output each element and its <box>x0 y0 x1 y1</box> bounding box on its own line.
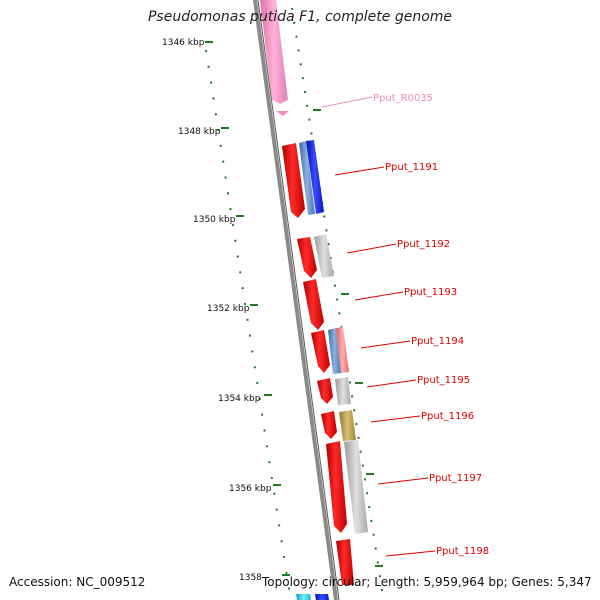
scale-ticks <box>205 41 383 576</box>
gene-labels: Pput_R0035 Pput_1191 Pput_1192 Pput_1193… <box>373 93 489 557</box>
accession-text: Accession: NC_009512 <box>9 575 146 589</box>
map-title: Pseudomonas putida F1, complete genome <box>147 9 453 25</box>
tick-label: 1346 kbp <box>162 38 205 48</box>
gene-label[interactable]: Pput_1193 <box>404 287 457 298</box>
cog-feature <box>314 234 334 278</box>
genome-summary-text: Topology: circular; Length: 5,959,964 bp… <box>262 575 592 589</box>
tick-label: 1358 <box>239 573 262 583</box>
cog-feature <box>315 594 329 600</box>
tick-label: 1352 kbp <box>207 304 250 314</box>
gene-label[interactable]: Pput_1194 <box>411 336 464 347</box>
cog-feature <box>296 594 311 600</box>
tick-label: 1350 kbp <box>193 215 236 225</box>
cog-feature <box>344 440 368 534</box>
genome-backbone <box>253 0 340 600</box>
gene-feature[interactable] <box>303 279 324 330</box>
cog-feature <box>339 410 356 441</box>
cog-features <box>296 140 368 600</box>
gene-feature[interactable] <box>282 143 305 218</box>
gene-label[interactable]: Pput_1191 <box>385 162 438 173</box>
label-leaders <box>321 96 436 557</box>
gene-feature[interactable] <box>317 378 333 404</box>
tick-label: 1354 kbp <box>218 394 261 404</box>
gene-label[interactable]: Pput_R0035 <box>373 93 433 104</box>
gene-feature[interactable] <box>260 0 289 116</box>
gene-feature[interactable] <box>297 237 317 278</box>
cog-feature <box>336 327 349 373</box>
tick-label: 1356 kbp <box>229 484 272 494</box>
cog-feature <box>306 140 324 214</box>
outer-dotted-ring <box>291 7 384 597</box>
gene-label[interactable]: Pput_1192 <box>397 239 450 250</box>
gene-label[interactable]: Pput_1197 <box>429 473 482 484</box>
gene-label[interactable]: Pput_1196 <box>421 411 474 422</box>
cds-features <box>282 143 354 585</box>
tick-label: 1348 kbp <box>178 127 221 137</box>
scale-tick-labels: 1346 kbp 1348 kbp 1350 kbp 1352 kbp 1354… <box>162 38 272 583</box>
gene-label[interactable]: Pput_1198 <box>436 546 489 557</box>
cog-feature <box>328 328 341 374</box>
gene-feature[interactable] <box>311 330 330 373</box>
cog-feature <box>299 141 315 215</box>
gene-feature[interactable] <box>336 539 354 585</box>
gene-label[interactable]: Pput_1195 <box>417 375 470 386</box>
gene-feature[interactable] <box>321 411 337 439</box>
cog-feature <box>335 377 351 405</box>
gene-feature[interactable] <box>326 441 347 533</box>
